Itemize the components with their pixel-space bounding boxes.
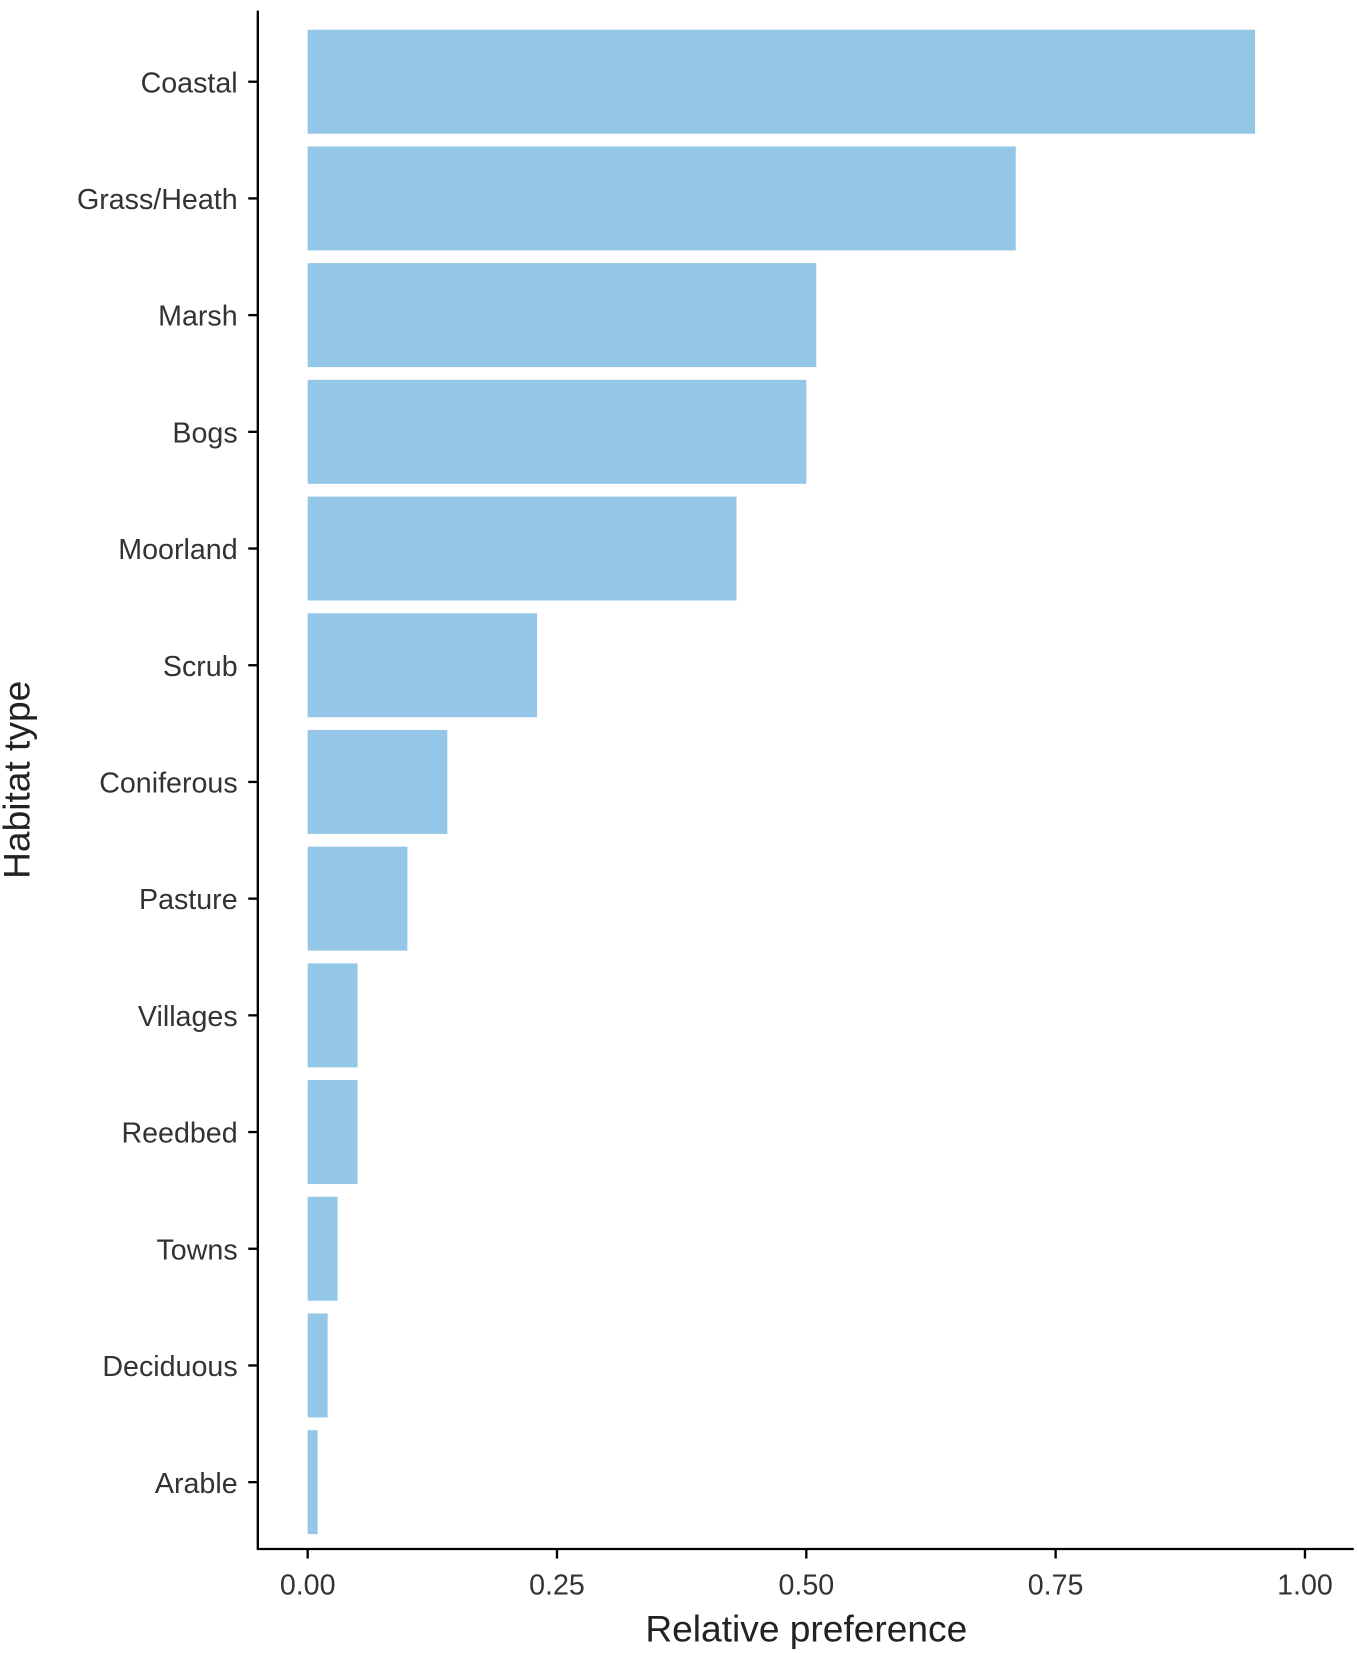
bar-coastal (307, 29, 1256, 134)
x-axis-title: Relative preference (645, 1607, 967, 1649)
bar-marsh (307, 263, 817, 368)
bar-deciduous (307, 1313, 328, 1418)
x-tick-label: 0.75 (1028, 1570, 1084, 1602)
bar-bogs (307, 379, 807, 484)
bar-scrub (307, 613, 538, 718)
y-tick-label: Villages (138, 1001, 238, 1033)
bars (307, 29, 1256, 1535)
y-tick-label: Pasture (139, 884, 238, 916)
y-tick-label: Bogs (172, 417, 237, 449)
bar-coniferous (307, 729, 448, 834)
x-tick-label: 1.00 (1277, 1570, 1333, 1602)
y-tick-label: Arable (155, 1468, 238, 1500)
x-tick-label: 0.50 (778, 1570, 834, 1602)
bar-moorland (307, 496, 737, 601)
y-axis-ticks: Coastal Grass/Heath Marsh Bogs Moorland Scrub… (77, 67, 258, 1500)
y-tick-label: Coastal (141, 67, 238, 99)
y-tick-label: Grass/Heath (77, 184, 238, 216)
y-tick-label: Scrub (163, 651, 238, 683)
x-tick-label: 0.00 (280, 1570, 336, 1602)
y-axis-title: Habitat type (0, 681, 38, 879)
bar-towns (307, 1196, 338, 1301)
y-tick-label: Towns (157, 1234, 238, 1266)
bar-arable (307, 1430, 318, 1535)
bar-villages (307, 963, 358, 1068)
y-tick-label: Moorland (118, 534, 237, 566)
y-tick-label: Reedbed (121, 1118, 237, 1150)
x-tick-label: 0.25 (529, 1570, 585, 1602)
y-tick-label: Deciduous (102, 1351, 237, 1383)
bar-reedbed (307, 1080, 358, 1185)
y-tick-label: Marsh (158, 301, 238, 333)
x-axis-ticks: 0.00 0.25 0.50 0.75 1.00 (280, 1548, 1333, 1602)
y-tick-label: Coniferous (99, 768, 237, 800)
bar-grass-heath (307, 146, 1016, 251)
bar-pasture (307, 846, 408, 951)
